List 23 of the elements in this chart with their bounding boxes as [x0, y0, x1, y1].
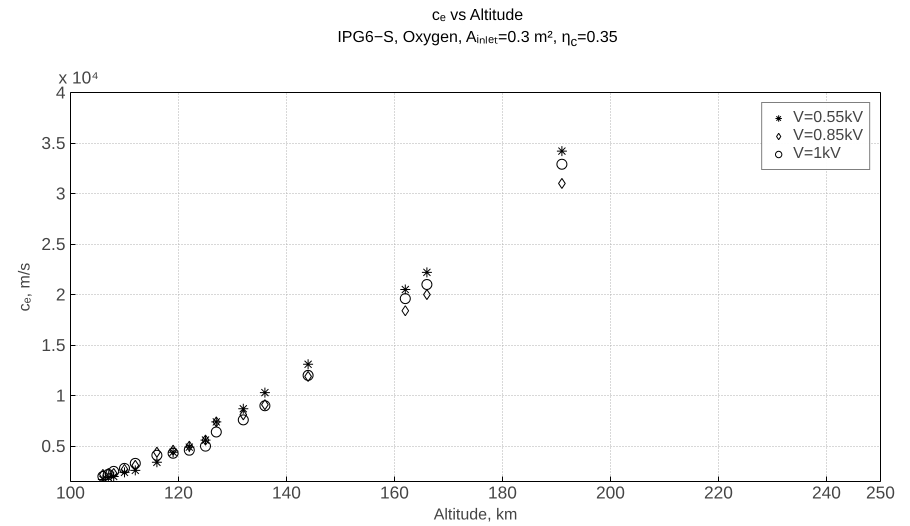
x-tick-label: 140	[272, 482, 301, 502]
y-tick-label: 1.5	[41, 335, 66, 356]
x-tick-label: 200	[596, 482, 625, 502]
x-tick-label: 220	[704, 482, 733, 502]
x-tick-label: 160	[380, 482, 409, 502]
y-tick-label: 2.5	[41, 234, 66, 254]
legend-label: V=0.55kV	[793, 109, 863, 127]
y-tick-label: 2	[56, 284, 66, 305]
y-tick-label: 3.5	[41, 133, 66, 154]
y-tick-label: 3	[56, 184, 66, 204]
chart-subtitle: IPG6−S, Oxygen, Aᵢₙₗₑₜ=0.3 m², η$_{c}$=0.35	[337, 29, 618, 50]
x-tick-label: 100	[56, 482, 85, 502]
x-tick-label: 240	[812, 482, 841, 502]
legend-label: V=0.85kV	[793, 127, 863, 145]
y-tick-label: 0.5	[41, 436, 66, 456]
x-tick-label: 180	[488, 482, 517, 502]
x-tick-label: 250	[866, 482, 895, 502]
x-axis-title: Altitude, km	[434, 506, 518, 524]
y-tick-label: 1	[56, 386, 66, 406]
chart-title: cₑ vs Altitude	[432, 7, 524, 24]
x-tick-label: 120	[164, 482, 193, 502]
y-axis-title: cₑ, m/s	[16, 262, 34, 312]
legend-label: V=1kV	[793, 145, 841, 163]
